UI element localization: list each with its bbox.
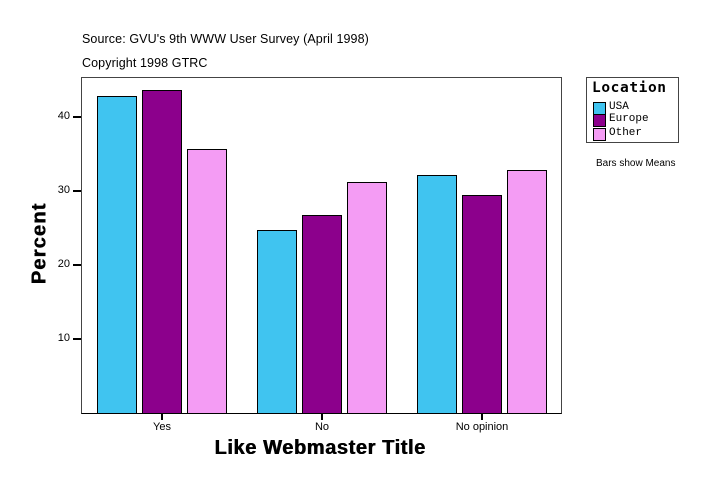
source-caption: Source: GVU's 9th WWW User Survey (April… xyxy=(82,32,369,46)
y-tick xyxy=(73,264,81,266)
copyright-caption: Copyright 1998 GTRC xyxy=(82,56,208,70)
bar-usa-no xyxy=(257,230,297,413)
bar-usa-yes xyxy=(97,96,137,413)
y-tick xyxy=(73,338,81,340)
x-tick-label: No xyxy=(314,421,330,433)
x-tick-label: No opinion xyxy=(455,421,509,433)
bar-usa-no-opinion xyxy=(417,175,457,413)
x-axis-title: Like Webmaster Title xyxy=(214,437,426,459)
legend-label-other: Other xyxy=(609,127,643,139)
legend-swatch-europe xyxy=(593,114,606,127)
bar-europe-yes xyxy=(142,90,182,413)
bar-other-no xyxy=(347,182,387,413)
y-tick-label: 40 xyxy=(57,110,70,122)
legend-label-europe: Europe xyxy=(609,113,649,125)
y-tick xyxy=(73,190,81,192)
legend-title: Location xyxy=(592,80,667,96)
bar-other-no-opinion xyxy=(507,169,547,413)
x-tick xyxy=(321,413,323,420)
y-tick-label: 10 xyxy=(57,332,70,344)
legend: Location USA Europe Other xyxy=(586,77,679,143)
x-tick-label: Yes xyxy=(153,421,171,433)
x-tick xyxy=(481,413,483,420)
bar-other-yes xyxy=(187,148,227,413)
y-tick xyxy=(73,116,81,118)
legend-label-usa: USA xyxy=(609,101,629,113)
x-tick xyxy=(161,413,163,420)
legend-swatch-other xyxy=(593,128,606,141)
bar-europe-no xyxy=(302,214,342,413)
bar-europe-no-opinion xyxy=(462,195,502,413)
y-tick-label: 30 xyxy=(57,184,70,196)
bars-show-means-note: Bars show Means xyxy=(596,158,676,169)
y-axis-title: Percent xyxy=(28,202,51,285)
y-tick-label: 20 xyxy=(57,258,70,270)
